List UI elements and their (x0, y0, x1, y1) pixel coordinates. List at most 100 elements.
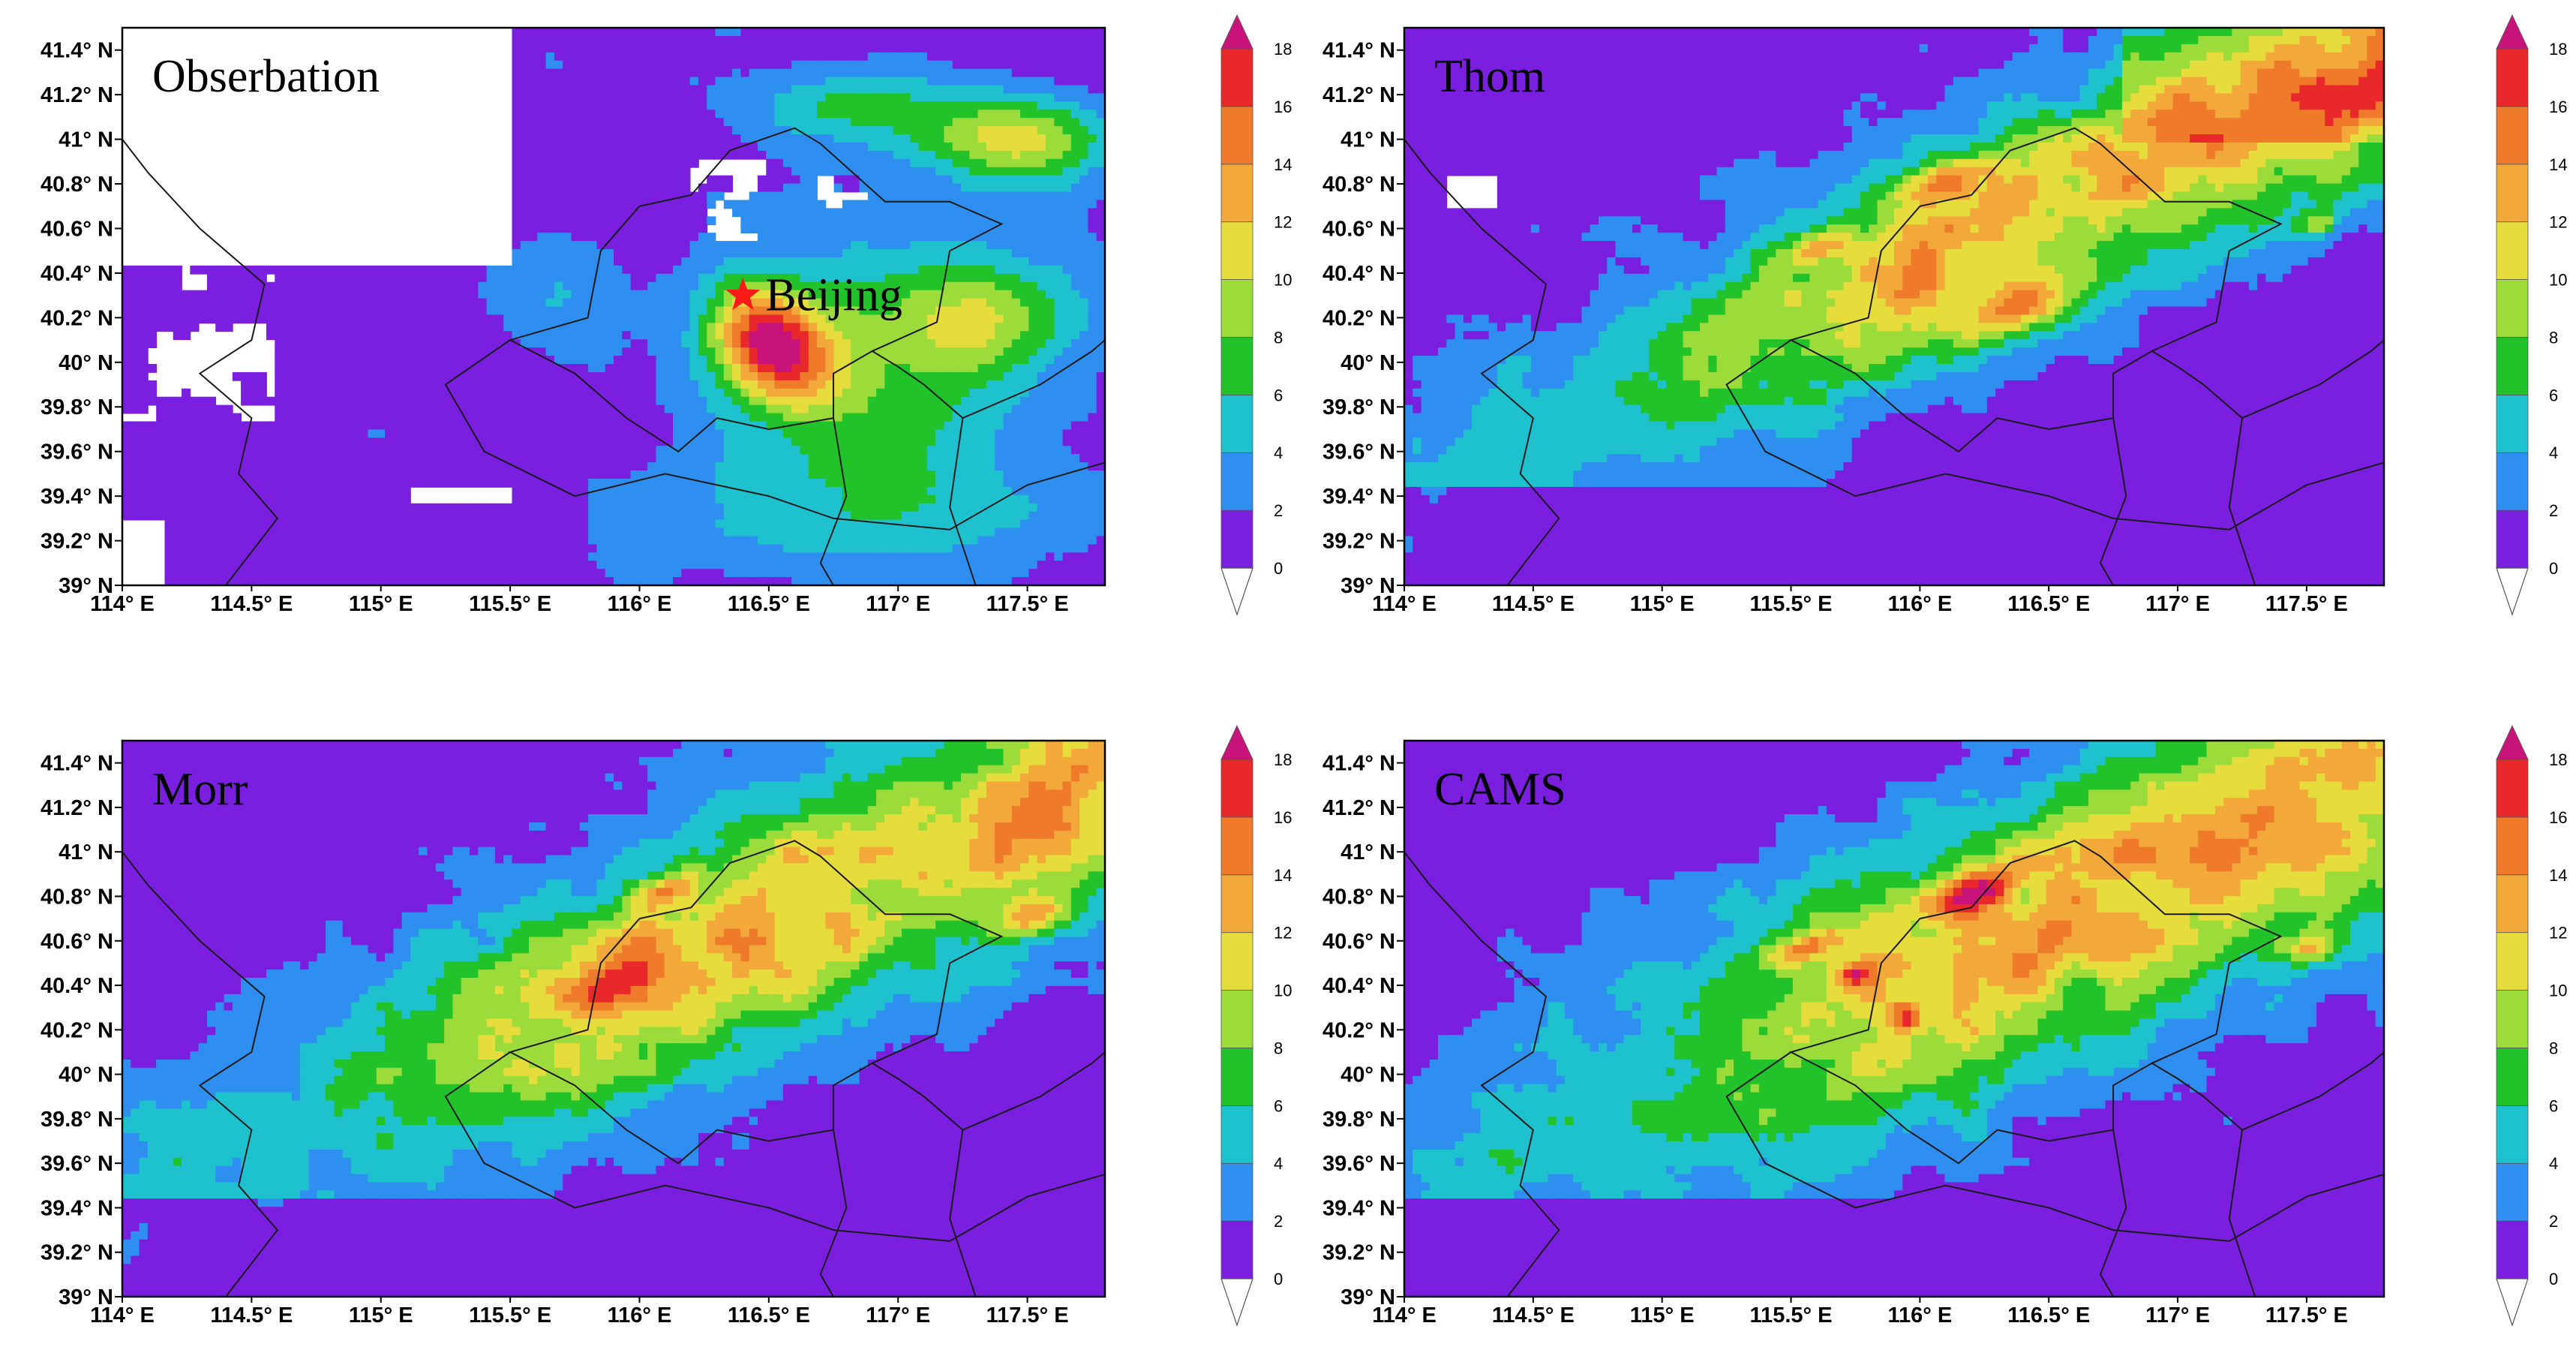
colorbar-tick-label: 14 (1274, 155, 1292, 174)
colorbar-bin (1221, 337, 1253, 395)
lon-tick-label: 116° E (1887, 592, 1952, 616)
lat-tick-label: 40.8° N (1323, 173, 1395, 197)
colorbar-tick-label: 6 (2549, 1096, 2558, 1115)
lon-tick-label: 115° E (349, 1303, 413, 1327)
colorbar-tick-label: 10 (2549, 271, 2567, 290)
colorbar-bin (2496, 164, 2528, 222)
colorbar-bin (1221, 991, 1253, 1048)
colorbar-bin (1221, 510, 1253, 568)
precip-field (1404, 28, 2385, 586)
lat-tick-label: 40° N (59, 351, 113, 375)
precip-field (122, 28, 1106, 586)
colorbar-tick-label: 16 (2549, 808, 2567, 827)
colorbar-bin (1221, 280, 1253, 338)
colorbar-bin (2496, 759, 2528, 817)
lat-tick-label: 41.2° N (41, 83, 113, 107)
lat-tick-label: 39.6° N (41, 440, 113, 465)
lon-tick-label: 114.5° E (210, 1303, 293, 1327)
colorbar-tick-label: 6 (1274, 1096, 1283, 1115)
lon-tick-label: 115.5° E (469, 592, 551, 616)
lat-tick-label: 41.2° N (1323, 796, 1395, 820)
lat-tick-label: 41.4° N (1323, 39, 1395, 63)
colorbar-bin (2496, 817, 2528, 875)
lat-tick-label: 39.8° N (1323, 1108, 1395, 1132)
colorbar-tick-label: 18 (2549, 40, 2567, 59)
colorbar-bin (1221, 453, 1253, 510)
lat-tick-label: 39.2° N (1323, 530, 1395, 554)
lat-tick-label: 40.2° N (1323, 306, 1395, 330)
lat-tick-label: 39.2° N (41, 530, 113, 554)
colorbar-bin (2496, 1221, 2528, 1279)
panel-title: Thom (1434, 51, 1545, 102)
lat-tick-label: 41° N (1341, 840, 1395, 864)
lon-tick-label: 116.5° E (728, 592, 810, 616)
colorbar-bin (2496, 933, 2528, 991)
colorbar-bin (1221, 759, 1253, 817)
lon-tick-label: 116.5° E (728, 1303, 810, 1327)
colorbar-tick-label: 12 (1274, 924, 1292, 943)
colorbar-bin (1221, 1105, 1253, 1163)
colorbar-tick-label: 12 (2549, 924, 2567, 943)
lat-tick-label: 40.4° N (41, 262, 113, 286)
colorbar-tick-label: 2 (2549, 1212, 2558, 1231)
colorbar-max-arrow (2496, 15, 2528, 49)
lon-tick-label: 115° E (1630, 592, 1695, 616)
lon-tick-label: 115° E (1630, 1303, 1695, 1327)
colorbar-bin (1221, 222, 1253, 280)
colorbar-bin (2496, 453, 2528, 510)
colorbar-tick-label: 4 (1274, 1154, 1283, 1173)
colorbar-bin (1221, 1048, 1253, 1105)
map-panel-morr: 39° N39.2° N39.4° N39.6° N39.8° N40° N40… (41, 726, 1293, 1327)
colorbar-tick-label: 12 (2549, 213, 2567, 232)
colorbar-tick-label: 4 (2549, 1154, 2558, 1173)
lon-tick-label: 115.5° E (1750, 592, 1833, 616)
lat-tick-label: 41° N (1341, 128, 1395, 152)
lon-tick-label: 117.5° E (986, 592, 1069, 616)
lat-tick-label: 39.4° N (1323, 1196, 1395, 1220)
lat-tick-label: 40° N (59, 1063, 113, 1087)
colorbar-bin (1221, 107, 1253, 164)
lat-tick-label: 40.4° N (1323, 262, 1395, 286)
colorbar-bin (2496, 875, 2528, 933)
lon-tick-label: 117.5° E (986, 1303, 1069, 1327)
city-label: Beijing (765, 270, 902, 321)
lon-tick-label: 116.5° E (2007, 592, 2090, 616)
lat-tick-label: 40° N (1341, 1063, 1395, 1087)
colorbar-bin (1221, 817, 1253, 875)
lat-tick-label: 41° N (59, 128, 113, 152)
lat-tick-label: 39.8° N (1323, 395, 1395, 419)
colorbar-bin (1221, 49, 1253, 107)
lat-tick-label: 41.4° N (41, 39, 113, 63)
colorbar-bin (1221, 875, 1253, 933)
colorbar-bin (2496, 1105, 2528, 1163)
lat-tick-label: 40.4° N (41, 974, 113, 998)
colorbar-bin (1221, 1221, 1253, 1279)
colorbar-bin (2496, 991, 2528, 1048)
colorbar-max-arrow (2496, 726, 2528, 759)
colorbar-tick-label: 0 (2549, 559, 2558, 578)
lat-tick-label: 39.6° N (41, 1152, 113, 1176)
colorbar-bin (2496, 1163, 2528, 1221)
colorbar-bin (2496, 395, 2528, 453)
colorbar-tick-label: 18 (2549, 750, 2567, 769)
colorbar-tick-label: 10 (1274, 271, 1292, 290)
colorbar-tick-label: 0 (2549, 1270, 2558, 1288)
lon-tick-label: 115.5° E (469, 1303, 551, 1327)
colorbar-max-arrow (1221, 726, 1253, 759)
colorbar-bin (2496, 49, 2528, 107)
panel-title: Morr (152, 764, 248, 815)
lon-tick-label: 117° E (866, 592, 930, 616)
lat-tick-label: 40.6° N (41, 930, 113, 954)
lat-tick-label: 39.2° N (41, 1241, 113, 1265)
colorbar-tick-label: 2 (1274, 1212, 1283, 1231)
colorbar-tick-label: 14 (1274, 866, 1292, 885)
panel-title: CAMS (1434, 764, 1566, 815)
colorbar-tick-label: 18 (1274, 40, 1292, 59)
lat-tick-label: 40.8° N (41, 885, 113, 909)
lon-tick-label: 114° E (1372, 1303, 1437, 1327)
colorbar-min-arrow (1221, 1279, 1253, 1325)
colorbar-min-arrow (2496, 568, 2528, 615)
